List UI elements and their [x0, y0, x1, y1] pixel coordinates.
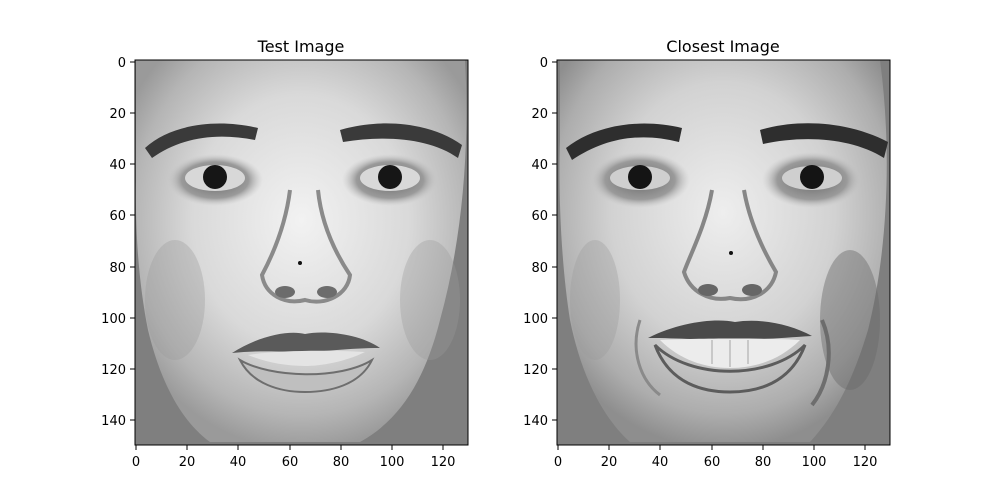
face-image-closest	[557, 60, 890, 445]
y-tick-label: 40	[109, 158, 126, 173]
eyebrow-left	[566, 123, 682, 160]
eyebrow-left	[145, 123, 258, 158]
nostril-right	[742, 284, 762, 296]
smile-fold-right	[810, 319, 831, 407]
y-tick-label: 140	[101, 414, 126, 429]
panel-closest: Closest Image	[523, 37, 891, 470]
cheek-shadow-right	[820, 250, 880, 390]
y-axis: 0 20 40 60 80 100 120 140	[523, 56, 557, 429]
x-axis: 0 20 40 60 80 100 120	[554, 445, 878, 470]
y-tick-label: 20	[109, 107, 126, 122]
y-axis: 0 20 40 60 80 100 120 140	[101, 56, 135, 429]
y-tick-label: 120	[523, 363, 548, 378]
nostril-left	[698, 284, 718, 296]
x-tick-label: 120	[853, 455, 878, 470]
x-tick-label: 0	[554, 455, 562, 470]
panel-title: Test Image	[257, 37, 345, 56]
eyebrow-right	[760, 123, 888, 158]
nose	[259, 189, 353, 304]
x-tick-label: 20	[179, 455, 196, 470]
smile-fold-left	[634, 319, 661, 397]
x-tick-label: 100	[802, 455, 827, 470]
x-tick-label: 120	[431, 455, 456, 470]
y-tick-label: 60	[531, 209, 548, 224]
y-tick-label: 100	[101, 312, 126, 327]
y-tick-label: 60	[109, 209, 126, 224]
x-tick-label: 60	[282, 455, 299, 470]
x-tick-label: 80	[333, 455, 350, 470]
y-tick-label: 140	[523, 414, 548, 429]
x-tick-label: 20	[601, 455, 618, 470]
panel-title: Closest Image	[666, 37, 779, 56]
x-axis: 0 20 40 60 80 100 120	[132, 445, 456, 470]
y-tick-label: 0	[540, 56, 548, 71]
upper-lip	[232, 332, 380, 353]
cheek-shadow-left	[570, 240, 620, 360]
y-tick-label: 20	[531, 107, 548, 122]
x-tick-label: 100	[380, 455, 405, 470]
mark-dot	[298, 261, 302, 265]
x-tick-label: 80	[755, 455, 772, 470]
x-tick-label: 0	[132, 455, 140, 470]
y-tick-label: 40	[531, 158, 548, 173]
iris-right	[800, 165, 824, 189]
y-tick-label: 0	[118, 56, 126, 71]
axes-frame	[134, 59, 469, 446]
iris-left	[203, 165, 227, 189]
nostril-right	[317, 286, 337, 298]
mark-dot	[729, 251, 733, 255]
y-tick-label: 80	[531, 261, 548, 276]
lower-lip	[237, 357, 375, 394]
upper-lip	[648, 320, 812, 340]
y-tick-label: 120	[101, 363, 126, 378]
y-tick-label: 100	[523, 312, 548, 327]
x-tick-label: 40	[230, 455, 247, 470]
panel-test: Test Image	[101, 37, 469, 470]
axes-frame	[556, 59, 891, 446]
cheek-shadow-left	[145, 240, 205, 360]
x-tick-label: 60	[704, 455, 721, 470]
eyebrow-right	[340, 123, 462, 158]
nostril-left	[275, 286, 295, 298]
x-tick-label: 40	[652, 455, 669, 470]
lower-lip	[653, 343, 807, 394]
y-tick-label: 80	[109, 261, 126, 276]
iris-right	[378, 165, 402, 189]
nose	[681, 189, 779, 302]
teeth	[248, 350, 365, 366]
cheek-shadow-right	[400, 240, 460, 360]
face-image-test	[135, 60, 468, 445]
iris-left	[628, 165, 652, 189]
